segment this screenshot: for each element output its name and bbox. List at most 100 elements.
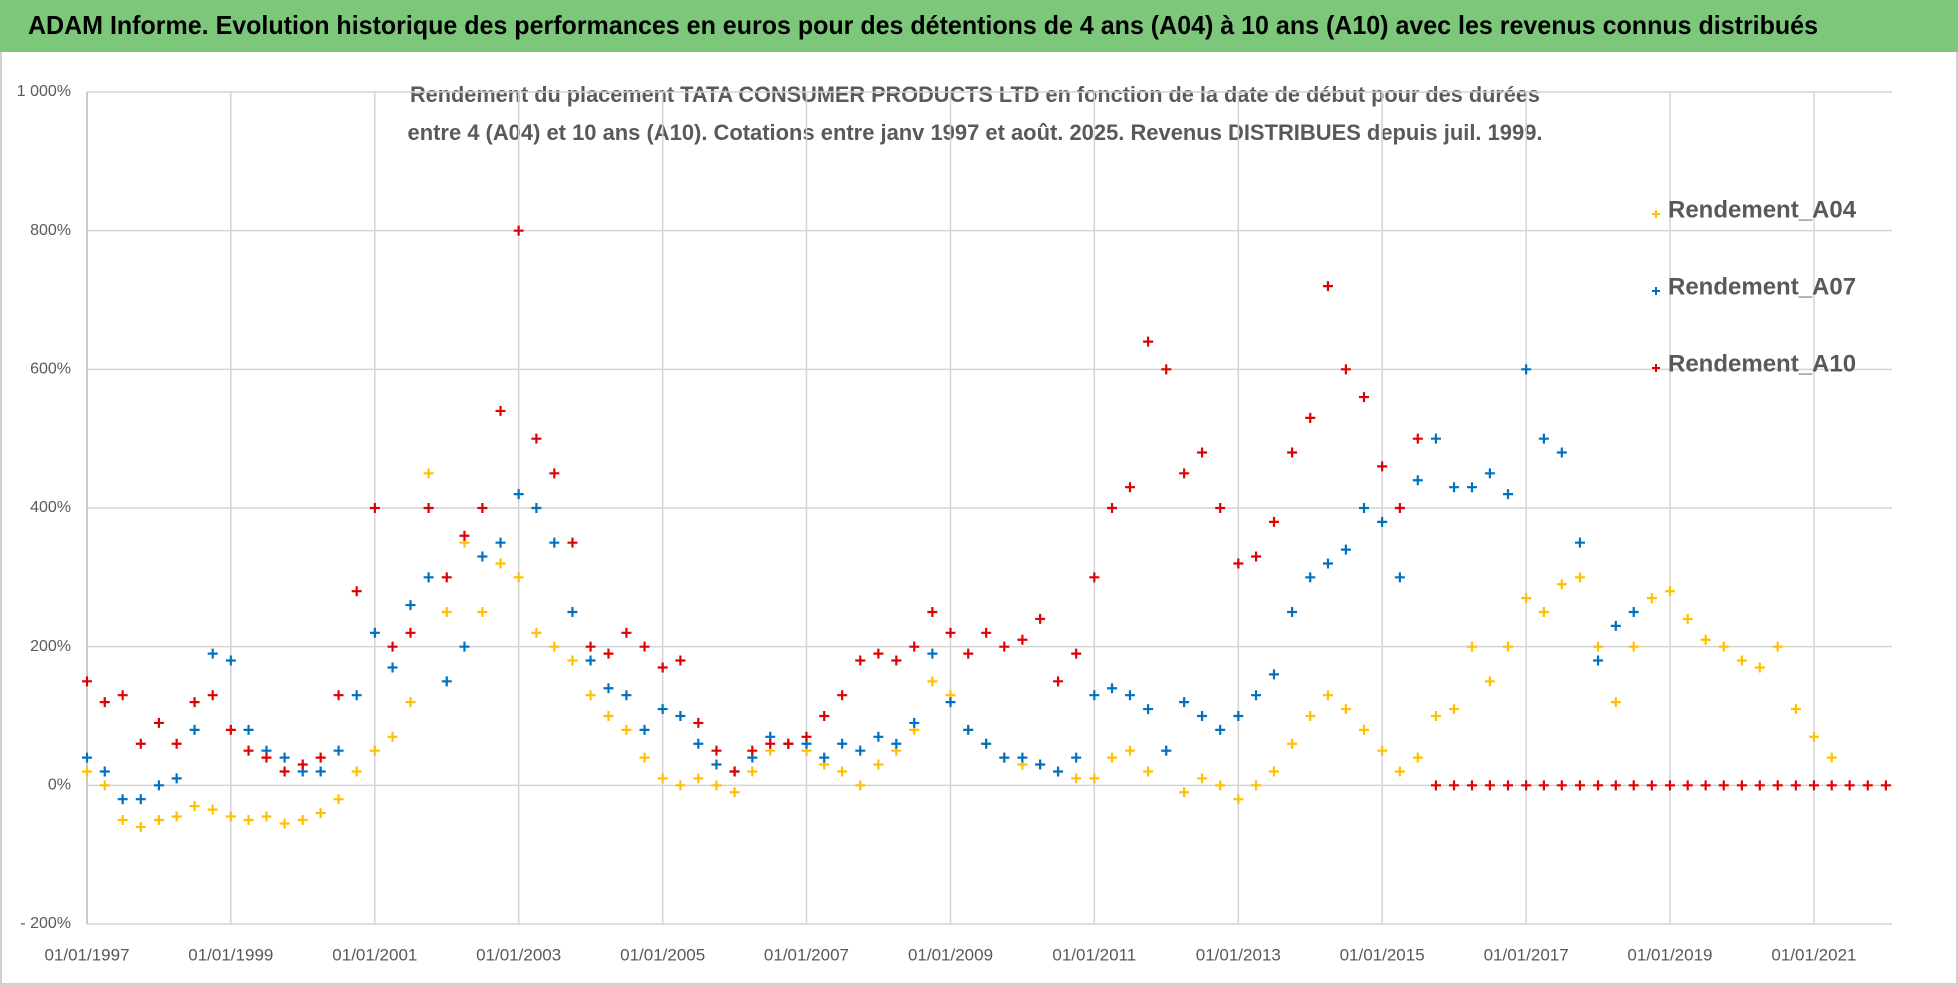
y-tick-label: 1 000% (17, 83, 71, 100)
point (1574, 572, 1585, 583)
point (1107, 503, 1118, 513)
point (549, 537, 560, 548)
point (927, 648, 938, 659)
point (693, 717, 704, 728)
point (1484, 780, 1495, 791)
point (927, 607, 938, 617)
point (1700, 780, 1711, 791)
point (279, 818, 290, 829)
point (1179, 697, 1190, 708)
point (1035, 613, 1046, 624)
point (1790, 704, 1801, 715)
point (423, 572, 434, 583)
point (1430, 711, 1441, 721)
point (1089, 690, 1100, 701)
point (657, 662, 668, 673)
point (1305, 711, 1316, 721)
legend-label: Rendement_A07 (1668, 273, 1856, 300)
point (1412, 752, 1423, 763)
point (171, 738, 182, 749)
point (1161, 364, 1172, 375)
point (82, 676, 92, 687)
point (1754, 662, 1765, 673)
point (1053, 766, 1064, 777)
point (279, 752, 290, 763)
point (1215, 503, 1226, 513)
point (387, 641, 398, 652)
point (855, 745, 866, 756)
point (189, 801, 200, 812)
point (153, 815, 164, 825)
point (675, 711, 686, 721)
point (1503, 641, 1514, 652)
point (1179, 787, 1190, 798)
point (135, 794, 146, 805)
y-tick-label: 600% (30, 361, 71, 378)
point (1251, 780, 1262, 791)
y-tick-label: 400% (30, 499, 71, 516)
point (1574, 780, 1585, 791)
point (693, 773, 704, 784)
point (909, 717, 920, 728)
point (261, 752, 272, 763)
legend-marker (1652, 287, 1660, 295)
point (387, 662, 398, 673)
point (261, 811, 272, 822)
point (171, 811, 182, 822)
point (531, 503, 542, 513)
point (1538, 433, 1549, 444)
point (207, 690, 218, 701)
point (981, 738, 992, 749)
point (1305, 572, 1316, 583)
point (1610, 697, 1621, 708)
legend-marker (1652, 210, 1660, 218)
point (1736, 780, 1747, 791)
point (1233, 711, 1244, 721)
point (1574, 537, 1585, 548)
point (639, 724, 650, 735)
x-tick-label: 01/01/2013 (1196, 945, 1281, 964)
point (297, 815, 308, 825)
point (549, 641, 560, 652)
point (333, 745, 344, 756)
point (999, 752, 1010, 763)
legend-label: Rendement_A04 (1668, 196, 1857, 223)
point (1521, 593, 1532, 604)
y-tick-label: 0% (48, 777, 71, 794)
x-tick-label: 01/01/2021 (1771, 945, 1856, 964)
point (1664, 780, 1675, 791)
point (405, 697, 416, 708)
point (495, 558, 506, 569)
point (207, 648, 218, 659)
point (567, 655, 578, 666)
point (1340, 544, 1351, 555)
point (711, 759, 722, 770)
point (351, 690, 362, 701)
point (1394, 766, 1405, 777)
point (603, 648, 614, 659)
point (1124, 690, 1135, 701)
point (207, 804, 218, 815)
point (1826, 780, 1837, 791)
point (423, 503, 434, 513)
point (963, 648, 974, 659)
point (1143, 336, 1154, 347)
point (873, 759, 884, 770)
chart-subtitle: entre 4 (A04) et 10 ans (A10). Cotations… (408, 120, 1543, 145)
point (1593, 655, 1604, 666)
point (1718, 780, 1729, 791)
point (1322, 690, 1333, 701)
x-tick-label: 01/01/2011 (1052, 945, 1136, 964)
point (855, 780, 866, 791)
point (441, 572, 452, 583)
point (351, 586, 362, 597)
point (837, 690, 848, 701)
point (1412, 475, 1423, 486)
point (999, 641, 1010, 652)
point (1233, 794, 1244, 805)
point (99, 766, 110, 777)
point (1107, 752, 1118, 763)
point (837, 738, 848, 749)
point (387, 731, 398, 742)
point (153, 717, 164, 728)
